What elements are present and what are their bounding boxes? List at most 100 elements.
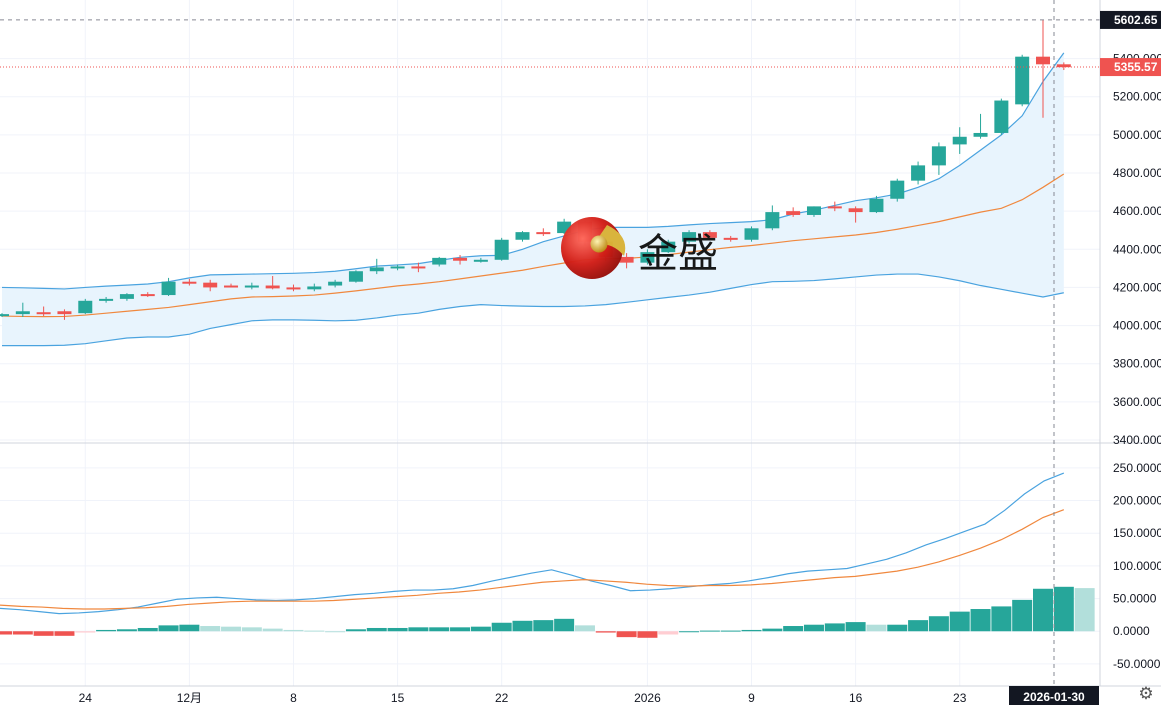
price-pane[interactable] xyxy=(0,0,1100,686)
macd-histogram-bar xyxy=(179,624,200,632)
candle xyxy=(1056,62,1071,71)
candle xyxy=(453,255,468,265)
candle-body xyxy=(99,298,114,301)
candle-body xyxy=(557,221,572,234)
candle xyxy=(557,218,572,235)
candle-body xyxy=(182,281,197,284)
price-tick-label: 4800.000 xyxy=(1113,166,1161,180)
candle-body xyxy=(911,165,926,181)
candle xyxy=(786,207,801,217)
macd-histogram-bar xyxy=(845,622,866,632)
macd-histogram-bar xyxy=(637,631,658,638)
candle xyxy=(328,279,343,288)
candle-body xyxy=(453,257,468,261)
candle-body xyxy=(848,208,863,213)
time-axis[interactable]: 24 12月 8 15 22 2026 9 16 23 2026-01-30 xyxy=(0,685,1161,705)
macd-histogram-bar xyxy=(75,631,96,633)
last-price-tag: 5355.57 xyxy=(1100,58,1161,77)
macd-histogram-bar xyxy=(221,626,242,632)
macd-histogram-bar xyxy=(54,631,75,636)
macd-signal-line xyxy=(0,509,1065,610)
macd-histogram-bar xyxy=(616,631,637,638)
date-tick-label: 22 xyxy=(495,691,509,705)
watermark-text: 金盛 xyxy=(638,231,718,277)
macd-tick-label: 150.0000 xyxy=(1113,526,1161,540)
price-axis[interactable]: 5400.0005200.0005000.0004800.0004600.000… xyxy=(1099,0,1161,686)
macd-histogram-bar xyxy=(345,629,366,632)
price-tick-label: 5200.000 xyxy=(1113,90,1161,104)
gear-icon[interactable]: ⚙ xyxy=(1138,684,1154,704)
bollinger-upper-line xyxy=(1,52,1065,290)
bollinger-band-fill xyxy=(2,52,1064,346)
candle-body xyxy=(1015,56,1030,105)
candle-body xyxy=(0,314,9,317)
candle xyxy=(411,262,426,273)
date-tick-label: 24 xyxy=(79,691,93,705)
price-tick-label: 3800.000 xyxy=(1113,357,1161,371)
candle-body xyxy=(411,266,426,269)
date-tick-label: 2026 xyxy=(634,691,661,705)
crosshair-date-label: 2026-01-30 xyxy=(1023,690,1085,704)
macd-histogram-bar xyxy=(491,622,512,632)
time-axis-labels: 24 12月 8 15 22 2026 9 16 23 xyxy=(79,691,967,705)
candle xyxy=(15,302,30,317)
macd-histogram-bar xyxy=(366,627,387,632)
macd-lines xyxy=(0,472,1065,615)
price-tick-label: 3400.000 xyxy=(1113,433,1161,447)
macd-histogram-bar xyxy=(1033,588,1053,632)
macd-histogram-bar xyxy=(304,630,325,632)
macd-histogram-bar xyxy=(158,625,179,632)
candle xyxy=(473,257,488,263)
candle xyxy=(973,113,988,139)
macd-tick-label: 250.0000 xyxy=(1113,461,1161,475)
candle-body xyxy=(203,282,218,288)
candle xyxy=(869,195,884,214)
candle-body xyxy=(806,206,821,215)
macd-histogram-bar xyxy=(949,611,970,632)
candle xyxy=(57,309,72,320)
candle-body xyxy=(119,294,134,299)
candle-body xyxy=(952,136,967,145)
macd-histogram-bar xyxy=(1074,588,1095,632)
macd-histogram-bar xyxy=(429,627,450,632)
date-tick-label: 9 xyxy=(748,691,755,705)
candle-body xyxy=(702,232,717,238)
candle-body xyxy=(786,211,801,215)
price-tick-label: 4200.000 xyxy=(1113,280,1161,294)
date-tick-label: 15 xyxy=(391,691,405,705)
candle xyxy=(0,313,9,317)
macd-tick-label: 0.0000 xyxy=(1113,624,1150,638)
macd-pane[interactable] xyxy=(0,467,1100,665)
candle xyxy=(244,282,259,290)
candle-body xyxy=(36,312,51,315)
candle-body xyxy=(890,180,905,199)
candle xyxy=(369,258,384,275)
price-tick-label: 4600.000 xyxy=(1113,204,1161,218)
candle-body xyxy=(765,212,780,229)
candle-body xyxy=(682,232,697,242)
watermark-logo: 金盛 xyxy=(561,217,718,279)
candle xyxy=(619,253,634,269)
candle-body xyxy=(744,228,759,240)
macd-histogram-bar xyxy=(908,620,929,632)
macd-grid xyxy=(0,467,1100,665)
macd-histogram-bar xyxy=(658,631,679,635)
macd-histogram-bar xyxy=(783,626,804,632)
macd-histogram-bar xyxy=(533,620,554,632)
crosshair-price-label: 5602.65 xyxy=(1114,13,1158,27)
macd-histogram-bar xyxy=(991,606,1012,632)
candle-body xyxy=(1056,64,1071,68)
candle-body xyxy=(723,237,738,240)
macd-histogram-bar xyxy=(116,629,137,632)
macd-histogram-bar xyxy=(720,630,741,632)
candle xyxy=(119,293,134,301)
date-tick-label: 12月 xyxy=(177,691,202,705)
macd-histogram-bar xyxy=(887,624,908,632)
candle xyxy=(224,283,239,288)
candle-body xyxy=(265,285,280,289)
candle xyxy=(203,279,218,292)
candle xyxy=(1015,54,1030,107)
macd-histogram-bar xyxy=(512,620,533,632)
crosshair-date-tag: 2026-01-30 xyxy=(1009,686,1099,705)
